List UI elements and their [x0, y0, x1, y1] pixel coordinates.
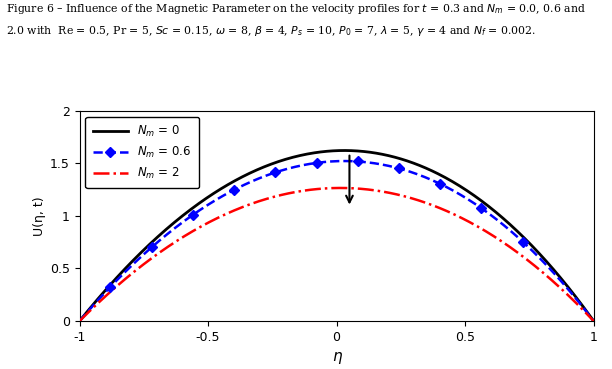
X-axis label: η: η — [332, 349, 341, 364]
Text: Figure 6 – Influence of the Magnetic Parameter on the velocity profiles for $t$ : Figure 6 – Influence of the Magnetic Par… — [6, 2, 586, 16]
Legend: $N_m$ = 0, $N_m$ = 0.6, $N_m$ = 2: $N_m$ = 0, $N_m$ = 0.6, $N_m$ = 2 — [86, 117, 199, 188]
Y-axis label: U(η, t): U(η, t) — [32, 196, 46, 236]
Text: 2.0 with  Re = 0.5, Pr = 5, $Sc$ = 0.15, $\omega$ = 8, $\beta$ = 4, $P_s$ = 10, : 2.0 with Re = 0.5, Pr = 5, $Sc$ = 0.15, … — [6, 24, 536, 38]
